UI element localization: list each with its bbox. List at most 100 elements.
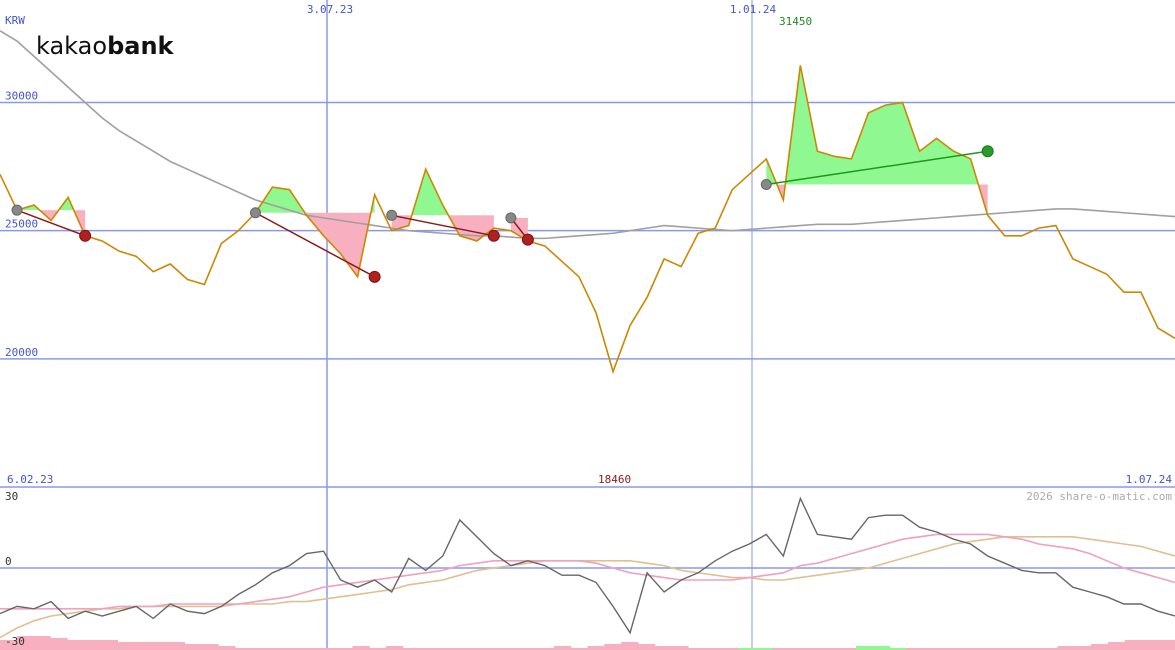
histogram-bar-45: [755, 648, 773, 650]
histogram-bar-60: [1007, 648, 1025, 650]
histogram-bar-54: [906, 648, 924, 650]
histogram-bar-22: [369, 648, 387, 650]
gain-area-down-0: [17, 197, 74, 211]
gain-area-down-2: [391, 169, 494, 216]
histogram-bar-23: [386, 646, 404, 650]
histogram-bar-62: [1040, 648, 1058, 650]
histogram-bar-66: [1107, 642, 1126, 650]
histogram-bar-64: [1074, 646, 1092, 650]
histogram-bar-29: [486, 648, 505, 650]
histogram-bar-27: [453, 648, 471, 650]
trend-start-point-down-0: [11, 204, 23, 216]
histogram-bar-63: [1057, 646, 1075, 650]
histogram-bar-48: [805, 648, 823, 650]
histogram-bar-56: [940, 648, 958, 650]
down-trend-line-1: [255, 212, 375, 278]
min-price-label: 18460: [598, 473, 631, 486]
histogram-bar-49: [822, 648, 840, 650]
trend-end-point-down-1: [368, 270, 381, 283]
osc-y-tick-label-1: 0: [5, 555, 12, 568]
histogram-bar-7: [117, 642, 135, 650]
price-line: [0, 65, 1175, 375]
down-trend-line-2: [391, 214, 494, 237]
histogram-bar-42: [705, 648, 723, 650]
x-label-left-date: 6.02.23: [7, 473, 53, 486]
histogram-bar-51: [856, 646, 874, 650]
histogram-bar-31: [520, 648, 538, 650]
trend-end-point-down-0: [79, 229, 92, 242]
histogram-bar-59: [990, 648, 1008, 650]
oscillator-line: [0, 496, 1175, 635]
y-tick-label-0: 20000: [5, 346, 38, 359]
x-label-right-date: 1.07.24: [1126, 473, 1173, 486]
trend-start-point-down-2: [386, 209, 398, 221]
histogram-bar-67: [1124, 640, 1142, 650]
oscillator-panel: [0, 496, 1175, 650]
trend-start-point-up-0: [760, 179, 772, 191]
histogram-bar-40: [671, 646, 689, 650]
histogram-bar-53: [889, 648, 907, 650]
trend-points: [11, 145, 994, 283]
histogram-bar-17: [285, 648, 303, 650]
histogram-bar-20: [335, 648, 353, 650]
histogram-bar-21: [352, 646, 370, 650]
histogram-bar-52: [872, 646, 891, 650]
histogram-bar-34: [570, 648, 588, 650]
histogram-bar-10: [167, 642, 186, 650]
y-tick-labels: 20000 25000 30000 -30 0 30: [5, 90, 38, 648]
histogram-bar-30: [503, 648, 521, 650]
histogram-bar-1: [16, 636, 35, 650]
gain-area-down-1: [255, 187, 375, 213]
histogram-bar-19: [318, 648, 337, 650]
histogram-bar-43: [721, 648, 740, 650]
histogram-bar-2: [33, 636, 51, 650]
histogram-bar-39: [654, 646, 672, 650]
histogram-bar-58: [973, 648, 991, 650]
histogram-bar-32: [537, 648, 555, 650]
y-tick-label-2: 30000: [5, 90, 38, 103]
osc-slow-average-line: [0, 535, 1175, 639]
trend-start-point-down-3: [505, 212, 517, 224]
y-tick-label-1: 25000: [5, 218, 38, 231]
down-trend-line-0: [16, 209, 86, 237]
histogram-bar-28: [470, 648, 488, 650]
histogram-bar-44: [738, 648, 756, 650]
histogram-bar-35: [587, 646, 605, 650]
brand-logo-bold: bank: [107, 32, 174, 60]
osc-y-tick-label-0: -30: [5, 635, 25, 648]
x-label-top-1: 1.01.24: [730, 3, 777, 16]
histogram-bar-37: [621, 642, 639, 650]
max-price-label: 31450: [779, 15, 812, 28]
histogram-bar-8: [134, 642, 152, 650]
up-trend-line-0: [766, 150, 988, 186]
histogram-bar-41: [688, 648, 706, 650]
histogram-bar-4: [67, 640, 85, 650]
histogram-bar-14: [235, 648, 253, 650]
histogram-bar-13: [218, 646, 236, 650]
histogram-bar-50: [839, 648, 857, 650]
osc-fast-average-line: [0, 533, 1175, 610]
series-lines: [0, 30, 1175, 375]
histogram-bar-36: [604, 644, 622, 650]
histogram-bar-65: [1091, 644, 1109, 650]
histogram-bar-15: [251, 648, 270, 650]
gain-area-up-0: [766, 65, 988, 185]
loss-area-down-0: [17, 210, 86, 236]
histogram-bar-47: [788, 648, 807, 650]
histogram-bar-16: [268, 648, 286, 650]
histogram-bar-38: [637, 644, 656, 650]
moving-average-line: [0, 30, 1175, 240]
histogram-bar-57: [956, 648, 975, 650]
osc-y-tick-label-2: 30: [5, 490, 18, 503]
brand-logo: kakaobank: [36, 32, 175, 60]
histogram-bar-12: [201, 644, 219, 650]
histogram-bar-46: [772, 648, 790, 650]
watermark: 2026 share-o-matic.com: [1026, 490, 1172, 503]
histogram-bar-6: [100, 640, 118, 650]
histogram-bar-55: [923, 648, 941, 650]
histogram-bar-5: [83, 640, 102, 650]
histogram-bar-11: [184, 644, 202, 650]
trend-start-point-down-1: [249, 207, 261, 219]
